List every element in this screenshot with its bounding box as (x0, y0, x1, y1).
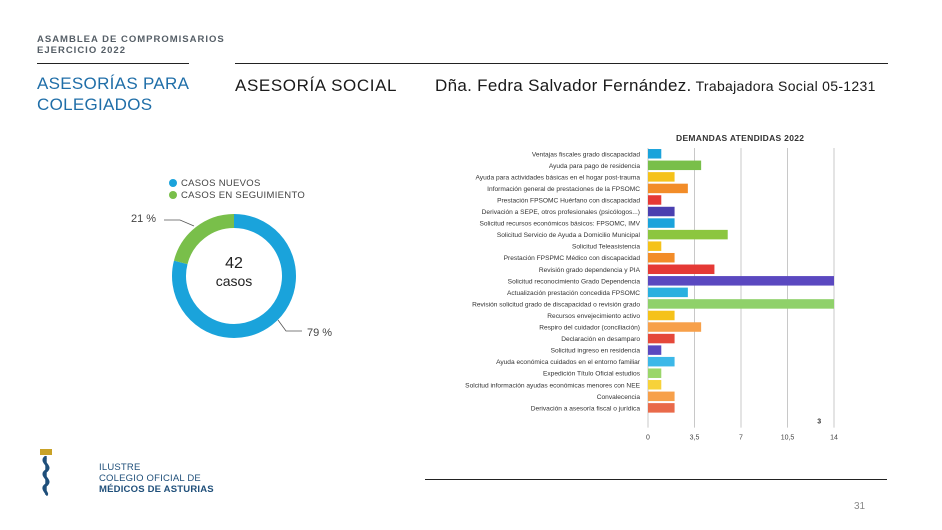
bar (648, 380, 662, 390)
category-label: Expedición Título Oficial estudios (543, 371, 641, 378)
person-name: Dña. Fedra Salvador Fernández. (435, 76, 692, 95)
legend-item-followup: CASOS EN SEGUIMIENTO (169, 190, 305, 201)
chart-bottom-rule (425, 479, 887, 480)
legend-label-followup: CASOS EN SEGUIMIENTO (181, 190, 306, 201)
bar (648, 195, 662, 205)
crown-emblem-icon (40, 449, 52, 496)
bar (648, 368, 662, 378)
x-tick-label: 3,5 (690, 435, 700, 442)
header-divider-right (235, 63, 888, 64)
bar (648, 299, 834, 309)
bar (648, 333, 675, 344)
category-label: Ayuda económica cuidados en el entorno f… (496, 359, 641, 366)
bar (648, 264, 715, 275)
category-label: Recursos envejecimiento activo (547, 313, 640, 320)
bar (648, 218, 675, 228)
x-tick-label: 10,5 (781, 435, 795, 442)
category-label: Prestación FPSOMC Huérfano con discapaci… (497, 197, 640, 204)
category-label: Ventajas fiscales grado discapacidad (532, 151, 640, 158)
bar (648, 172, 675, 182)
category-label: Convalecencia (597, 394, 641, 401)
legend-item-new: CASOS NUEVOS (169, 178, 261, 189)
logo-line2: COLEGIO OFICIAL DE (99, 473, 201, 484)
pct-new-label: 79 % (307, 327, 333, 339)
section-title: ASESORÍA SOCIAL (235, 76, 398, 95)
bar (648, 356, 675, 367)
bar (648, 229, 728, 240)
chart-annotation: 3 (817, 419, 821, 426)
category-label: Ayuda para actividades básicas en el hog… (476, 174, 641, 181)
legend-dot-followup (169, 191, 177, 199)
person-role: Trabajadora Social 05-1231 (695, 78, 876, 94)
bar (648, 345, 662, 355)
logo-line3: MÉDICOS DE ASTURIAS (99, 484, 214, 495)
category-title-line1: ASESORÍAS PARA (37, 74, 190, 93)
bar (648, 149, 662, 159)
bar (648, 252, 675, 263)
crown-icon (40, 449, 52, 455)
pct-followup-label: 21 % (131, 213, 157, 225)
bar (648, 276, 834, 286)
page-number: 31 (854, 501, 866, 512)
bar (648, 287, 688, 298)
bar (648, 310, 675, 321)
x-tick-label: 7 (739, 435, 743, 442)
category-label: Prestación FPSPMC Médico con discapacida… (504, 255, 641, 262)
category-label: Derivación a SEPE, otros profesionales (… (482, 209, 640, 216)
category-label: Actualización prestación concedida FPSOM… (507, 290, 640, 297)
category-title-line2: COLEGIADOS (37, 95, 153, 114)
category-label: Declaración en desamparo (561, 336, 640, 343)
donut-slice-followup (173, 214, 235, 265)
assembly-header: ASAMBLEA DE COMPROMISARIOS EJERCICIO 202… (37, 34, 225, 56)
bar (648, 160, 702, 171)
chart-title: DEMANDAS ATENDIDAS 2022 (676, 133, 805, 143)
category-label: Respiro del cuidador (conciliación) (539, 325, 640, 332)
donut-total-value: 42 (225, 255, 243, 272)
bar (648, 183, 688, 194)
category-label: Derivación a asesoría fiscal o jurídica (531, 405, 641, 412)
x-tick-label: 14 (830, 435, 838, 442)
assembly-year: EJERCICIO 2022 (37, 45, 126, 56)
bar (648, 403, 675, 413)
bar (648, 206, 675, 217)
callout-line-followup (164, 219, 195, 227)
donut-slice-new (172, 214, 296, 338)
bar (648, 322, 702, 332)
person-heading: Dña. Fedra Salvador Fernández. Trabajador… (435, 76, 876, 96)
bar (648, 241, 662, 251)
bar-chart: 0 3,5 7 10,5 14 Ventajas fiscales grado disca… (465, 148, 838, 442)
category-label: Revisión solicitud grado de discapacidad… (472, 301, 640, 308)
section-category-title: ASESORÍAS PARA COLEGIADOS (37, 73, 189, 115)
x-tick-label: 0 (646, 435, 650, 442)
logo-line1: ILUSTRE (99, 462, 141, 473)
category-label: Solicitud Servicio de Ayuda a Domicilio … (497, 232, 641, 239)
donut-chart (164, 214, 302, 338)
category-label: Solcitud información ayudas económicas m… (465, 382, 640, 389)
category-label: Ayuda para pago de residencia (549, 163, 640, 170)
category-label: Solicitud recursos económicos básicos: F… (479, 221, 640, 228)
header-divider-left (37, 63, 189, 64)
assembly-title: ASAMBLEA DE COMPROMISARIOS (37, 34, 225, 45)
category-label: Información general de prestaciones de l… (487, 186, 640, 193)
category-label: Solicitud ingreso en residencia (551, 348, 641, 355)
college-logo: ILUSTRE COLEGIO OFICIAL DE MÉDICOS DE AS… (37, 448, 237, 498)
bar (648, 391, 675, 402)
category-label: Solicitud reconocimiento Grado Dependenc… (508, 278, 641, 285)
category-label: Revisión grado dependencia y PIA (539, 267, 641, 274)
legend-label-new: CASOS NUEVOS (181, 178, 261, 189)
legend-dot-new (169, 179, 177, 187)
category-label: Solicitud Teleasistencia (572, 244, 640, 251)
callout-line-new (277, 319, 302, 332)
donut-total-label: casos (215, 273, 253, 289)
